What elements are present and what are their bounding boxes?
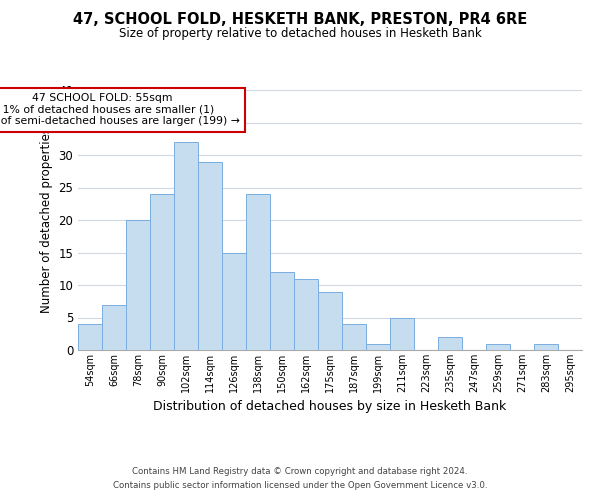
Y-axis label: Number of detached properties: Number of detached properties xyxy=(40,127,53,313)
Bar xyxy=(534,344,558,350)
Text: 47 SCHOOL FOLD: 55sqm
← 1% of detached houses are smaller (1)
>99% of semi-detac: 47 SCHOOL FOLD: 55sqm ← 1% of detached h… xyxy=(0,93,240,126)
Bar xyxy=(174,142,198,350)
Bar xyxy=(78,324,102,350)
Bar xyxy=(294,278,318,350)
Bar xyxy=(366,344,390,350)
X-axis label: Distribution of detached houses by size in Hesketh Bank: Distribution of detached houses by size … xyxy=(154,400,506,413)
Bar xyxy=(150,194,174,350)
Bar xyxy=(246,194,270,350)
Text: Size of property relative to detached houses in Hesketh Bank: Size of property relative to detached ho… xyxy=(119,28,481,40)
Bar xyxy=(390,318,414,350)
Text: Contains HM Land Registry data © Crown copyright and database right 2024.: Contains HM Land Registry data © Crown c… xyxy=(132,467,468,476)
Bar xyxy=(486,344,510,350)
Bar xyxy=(318,292,342,350)
Bar xyxy=(198,162,222,350)
Text: 47, SCHOOL FOLD, HESKETH BANK, PRESTON, PR4 6RE: 47, SCHOOL FOLD, HESKETH BANK, PRESTON, … xyxy=(73,12,527,28)
Bar xyxy=(438,337,462,350)
Bar xyxy=(102,304,126,350)
Bar xyxy=(222,252,246,350)
Bar xyxy=(342,324,366,350)
Bar xyxy=(126,220,150,350)
Bar xyxy=(270,272,294,350)
Text: Contains public sector information licensed under the Open Government Licence v3: Contains public sector information licen… xyxy=(113,481,487,490)
